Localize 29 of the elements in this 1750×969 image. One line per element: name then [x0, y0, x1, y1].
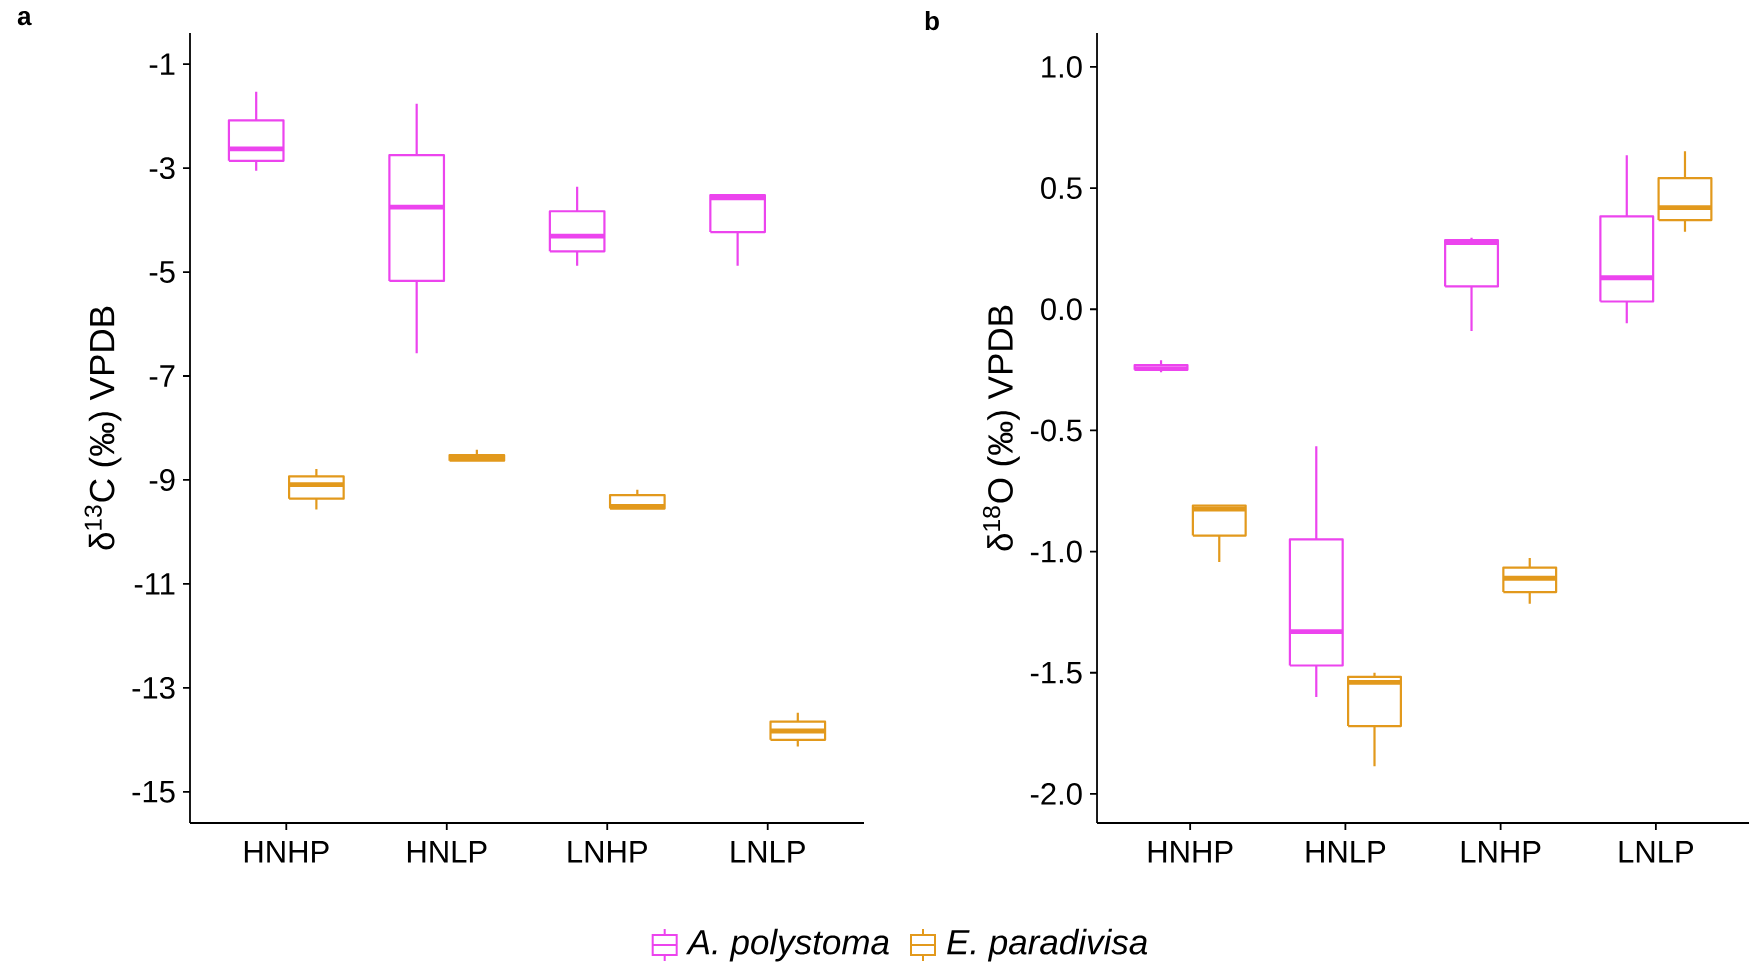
y-tick-label: -1: [149, 53, 175, 75]
y-tick-label: -13: [132, 676, 175, 699]
y-tick-label: -9: [149, 469, 175, 491]
x-tick-label: LNLP: [731, 841, 805, 863]
chart-title: b: [925, 11, 939, 31]
y-tick-label: 1.0: [1042, 55, 1082, 78]
chart-title: a: [17, 11, 32, 26]
x-tick-label: HNHP: [1148, 841, 1233, 863]
y-tick-label: -11: [134, 573, 175, 595]
x-tick-label: LNHP: [1461, 841, 1541, 863]
x-tick-label: LNHP: [568, 841, 647, 863]
y-tick-label: -15: [132, 781, 175, 803]
y-tick-label: -2.0: [1030, 782, 1082, 805]
x-tick-label: HNLP: [407, 841, 487, 863]
y-axis-title: δ$^{18}$O (‰) VPDB: [982, 305, 1020, 551]
y-axis-title: δ$^{13}$C (‰) VPDB: [84, 306, 122, 550]
x-tick-label: HNLP: [1306, 841, 1386, 863]
y-tick-label: -0.5: [1030, 419, 1082, 442]
legend-label: E. paradivisa: [947, 928, 1148, 962]
y-tick-label: -3: [149, 157, 175, 180]
y-tick-label: -7: [149, 365, 175, 387]
legend-label: A. polystoma: [685, 928, 889, 962]
y-tick-label: 0.0: [1041, 298, 1082, 321]
y-tick-label: -1.5: [1030, 661, 1082, 684]
x-tick-label: LNLP: [1619, 841, 1693, 863]
y-tick-label: 0.5: [1041, 177, 1082, 200]
y-tick-label: -5: [149, 261, 175, 283]
y-tick-label: -1.0: [1030, 540, 1082, 563]
x-tick-label: HNHP: [244, 841, 329, 863]
